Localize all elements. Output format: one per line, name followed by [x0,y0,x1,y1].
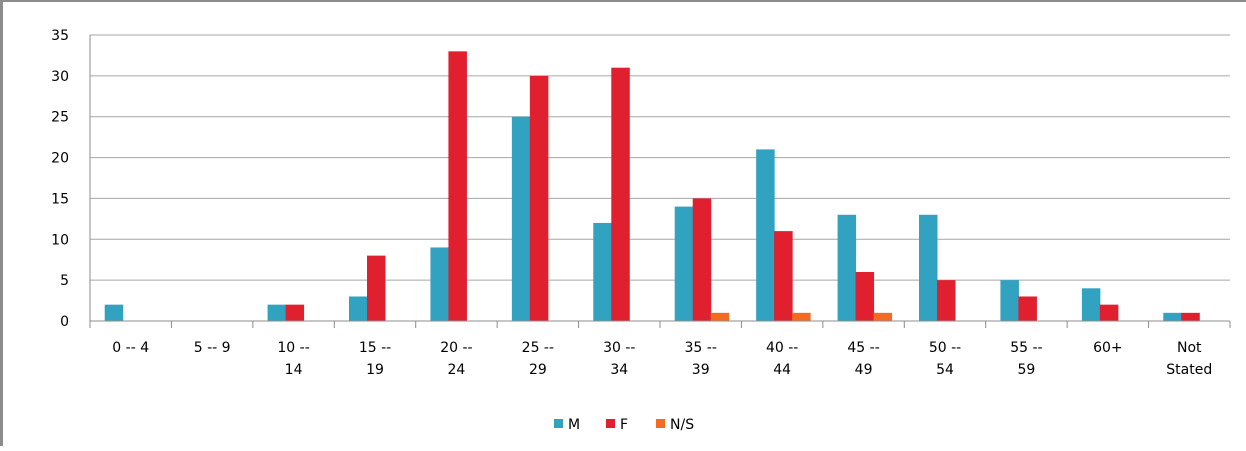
x-tick-label: 39 [692,362,710,378]
bar-m-10 [919,214,938,321]
x-tick-label: 59 [1018,362,1036,378]
x-tick-label: Stated [1166,362,1212,378]
bar-chart: 0 5 10 15 20 25 30 35 0 -- 4 5 -- 9 10 -- 14 15 -- 1… [51,28,1231,433]
bar-f-6 [611,67,630,321]
bar-f-2 [285,304,305,321]
bar-f-5 [529,75,549,321]
bar-m-8 [756,149,775,321]
bar-m-5 [511,116,531,321]
x-tick-label: 25 -- [522,340,554,356]
y-tick-label: 10 [51,232,69,248]
bar-f-7 [692,198,712,321]
y-tick-label: 35 [51,28,69,44]
x-tick-label: 10 -- [277,340,309,356]
bar-f-13 [1181,312,1200,321]
x-tick-label: 20 -- [440,340,472,356]
x-tick-label: 45 -- [847,340,879,356]
bar-f-12 [1099,304,1119,321]
x-tick-label: 50 -- [929,340,961,356]
x-tick-label: 30 -- [603,340,635,356]
bar-m-3 [349,296,368,321]
bar-f-9 [855,271,875,321]
legend-label: N/S [670,417,694,433]
bar-f-3 [367,255,386,321]
x-tick-label: Not [1177,340,1202,356]
y-tick-label: 20 [51,151,69,167]
bar-m-4 [430,247,449,321]
y-tick-label: 5 [60,273,69,289]
legend-swatch-f [606,419,615,428]
bar-m-13 [1163,312,1182,321]
bar-m-11 [1000,280,1019,321]
legend: M F N/S [554,417,694,433]
bar-m-2 [267,304,287,321]
legend-swatch-m [554,419,563,428]
bar-m-12 [1081,288,1101,321]
bar-ns-8 [792,312,811,321]
bar-ns-9 [873,312,893,321]
bar-m-7 [674,206,694,321]
x-tick-label: 49 [855,362,873,378]
bar-f-8 [774,231,793,321]
x-tick-label: 15 -- [359,340,391,356]
x-tick-label: 14 [285,362,303,378]
legend-label: M [568,417,580,433]
bar-f-11 [1018,296,1037,321]
bar-f-10 [937,280,956,321]
x-tick-label: 44 [773,362,791,378]
x-tick-label: 0 -- 4 [112,340,149,356]
x-axis: 0 -- 4 5 -- 9 10 -- 14 15 -- 19 20 -- 24 25 -- 29… [89,320,1231,378]
y-tick-label: 30 [51,69,69,85]
x-tick-label: 35 -- [685,340,717,356]
bars [104,51,1200,321]
x-tick-label: 5 -- 9 [194,340,231,356]
bar-m-0 [104,304,124,321]
legend-label: F [620,417,628,433]
y-tick-label: 25 [51,110,69,126]
x-tick-label: 24 [448,362,466,378]
bar-ns-7 [710,312,730,321]
x-tick-label: 60+ [1093,340,1123,356]
y-axis: 0 5 10 15 20 25 30 35 [51,28,91,330]
x-tick-label: 54 [936,362,954,378]
bar-m-9 [837,214,857,321]
grid-lines [90,34,1230,281]
legend-swatch-ns [656,419,665,428]
bar-m-6 [593,222,612,321]
x-tick-label: 29 [529,362,547,378]
y-tick-label: 0 [60,314,69,330]
x-tick-label: 34 [610,362,628,378]
y-tick-label: 15 [51,191,69,207]
x-tick-label: 19 [366,362,384,378]
x-tick-label: 40 -- [766,340,798,356]
bar-f-4 [448,51,467,321]
x-tick-label: 55 -- [1010,340,1042,356]
